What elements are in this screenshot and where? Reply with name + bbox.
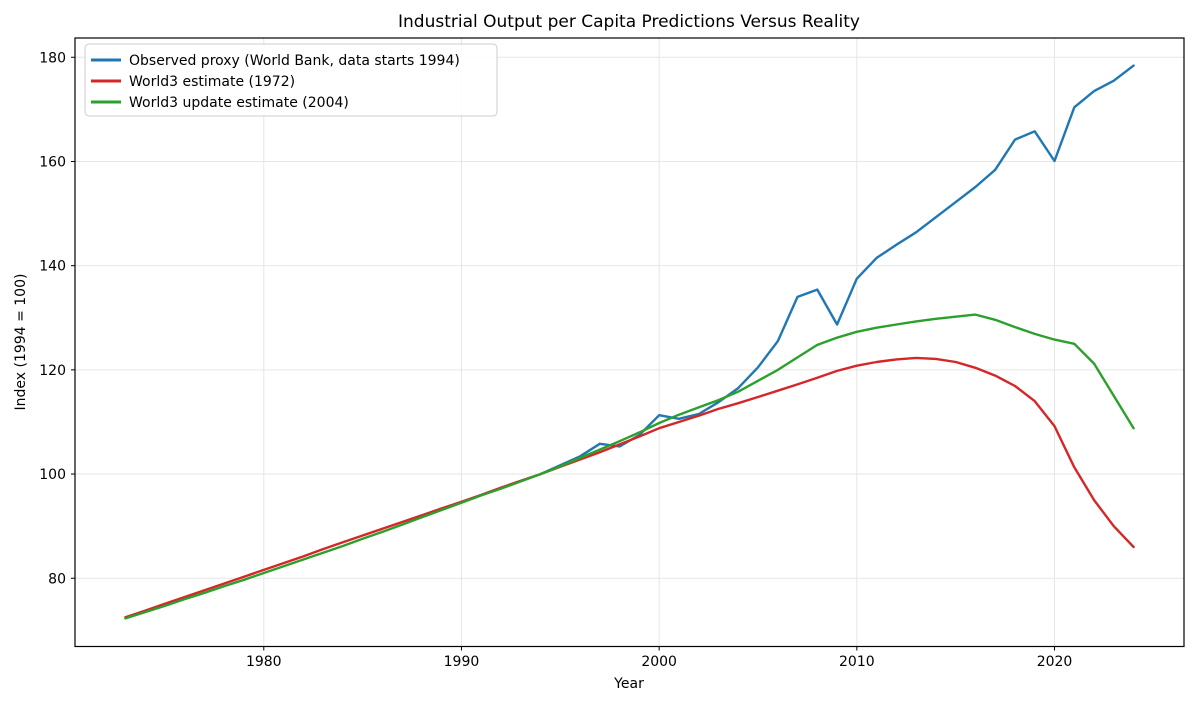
y-tick-label-140: 140	[39, 259, 66, 275]
x-axis-label: Year	[614, 676, 644, 692]
plot-border	[74, 37, 1185, 648]
x-tick-label-1990: 1990	[444, 654, 480, 670]
legend-label-0: Observed proxy (World Bank, data starts …	[129, 53, 460, 69]
y-tick-label-120: 120	[39, 363, 66, 379]
series-line-2	[124, 313, 1135, 620]
x-tick-label-2020: 2020	[1037, 654, 1073, 670]
legend-label-1: World3 estimate (1972)	[129, 74, 295, 90]
y-axis-label: Index (1994 = 100)	[13, 273, 29, 411]
x-tick-label-2000: 2000	[641, 654, 677, 670]
legend	[84, 43, 498, 117]
series-line-0	[539, 64, 1135, 476]
x-tick-label-2010: 2010	[839, 654, 875, 670]
y-tick-label-100: 100	[39, 467, 66, 483]
legend-label-2: World3 update estimate (2004)	[129, 95, 349, 111]
y-tick-label-80: 80	[48, 571, 66, 587]
y-tick-label-160: 160	[39, 154, 66, 170]
y-tick-label-180: 180	[39, 50, 66, 66]
x-tick-label-1980: 1980	[246, 654, 282, 670]
chart-title: Industrial Output per Capita Predictions…	[398, 12, 860, 32]
series-line-1	[124, 356, 1135, 619]
